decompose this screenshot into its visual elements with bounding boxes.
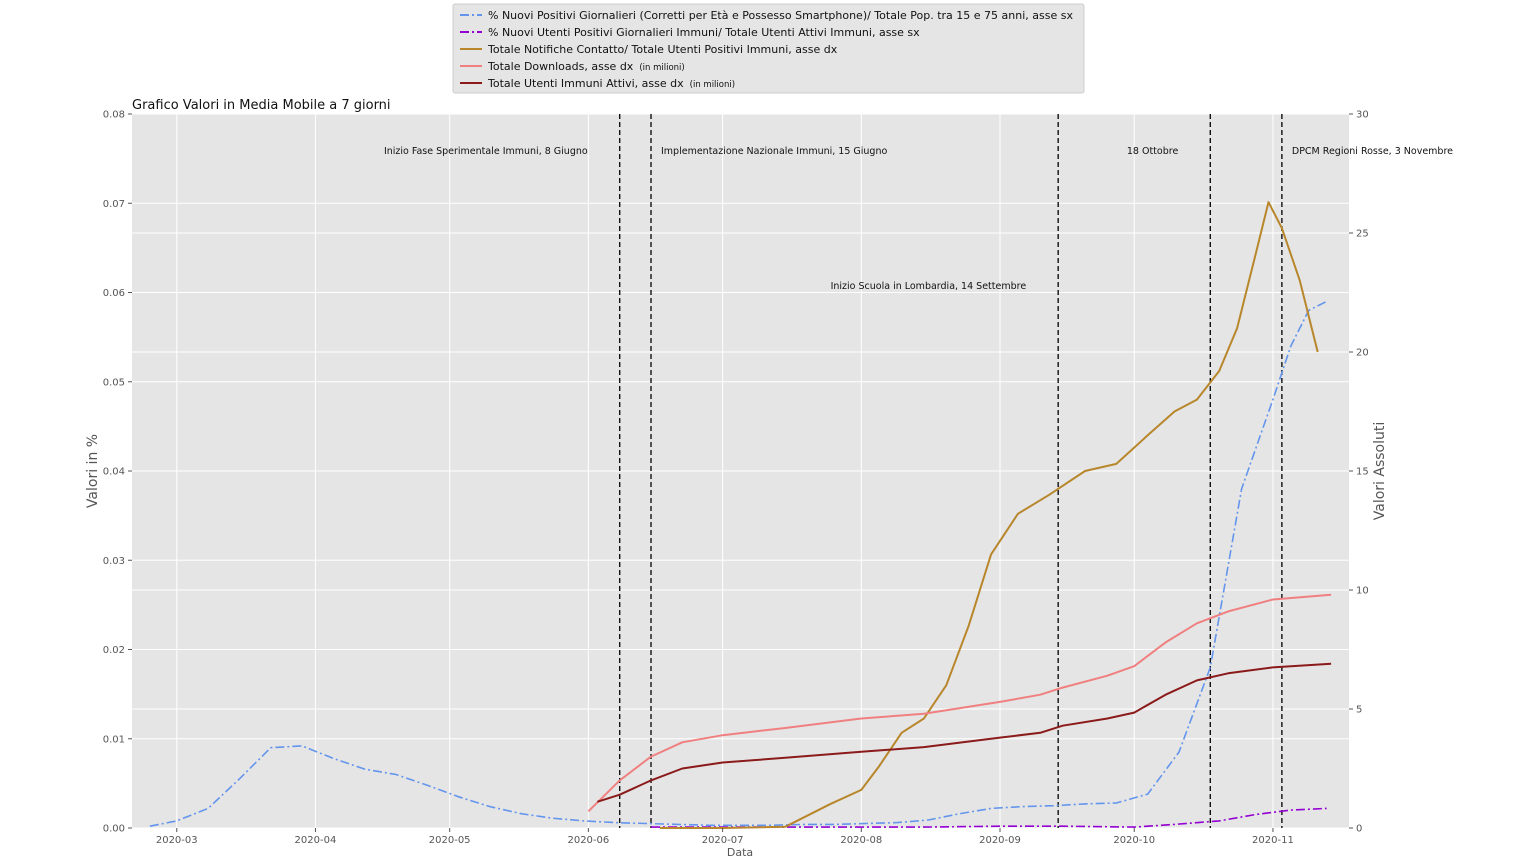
y-left-tick-label: 0.03: [103, 556, 125, 567]
legend-entry: Totale Notifiche Contatto/ Totale Utenti…: [487, 43, 838, 56]
series-line-4: [596, 662, 1332, 803]
x-tick-label: 2020-06: [567, 835, 609, 846]
y-left-tick-label: 0.06: [103, 288, 125, 299]
legend-entry: Totale Utenti Immuni Attivi, asse dx: [487, 77, 684, 90]
series-line-0: [149, 300, 1327, 827]
event-label: 18 Ottobre: [1127, 146, 1179, 157]
y-left-tick-label: 0.05: [103, 377, 125, 388]
legend-note: (in milioni): [690, 80, 735, 90]
series-line-1: [651, 807, 1327, 828]
y-left-tick-label: 0.08: [103, 110, 125, 121]
y-right-tick-label: 0: [1356, 824, 1362, 835]
x-tick-label: 2020-03: [156, 835, 198, 846]
legend-entry: % Nuovi Utenti Positivi Giornalieri Immu…: [488, 26, 920, 39]
y-right-tick-label: 10: [1356, 586, 1369, 597]
x-axis-label: Data: [727, 846, 753, 859]
x-tick-label: 2020-05: [429, 835, 471, 846]
y-right-tick-label: 5: [1356, 705, 1362, 716]
event-label: Inizio Scuola in Lombardia, 14 Settembre: [831, 281, 1027, 292]
legend: % Nuovi Positivi Giornalieri (Corretti p…: [452, 3, 1085, 94]
y-right-tick-label: 15: [1356, 467, 1369, 478]
y-axis-left: 0.00 0.01 0.02 0.03 0.04 0.05 0.06 0.07 0.08: [103, 110, 132, 835]
chart-title: Grafico Valori in Media Mobile a 7 giorn…: [132, 98, 391, 113]
y-axis-right-label: Valori Assoluti: [1372, 422, 1388, 521]
series-line-2: [660, 201, 1319, 829]
legend-note: (in milioni): [639, 63, 684, 73]
event-label: DPCM Regioni Rosse, 3 Novembre: [1292, 146, 1453, 157]
y-axis-right: 0 5 10 15 20 25 30: [1349, 110, 1369, 835]
x-axis: 2020-03 2020-04 2020-05 2020-06 2020-07 2020-…: [156, 828, 1294, 846]
series-layer: [149, 201, 1332, 829]
y-left-tick-label: 0.07: [103, 199, 125, 210]
legend-entry: Totale Downloads, asse dx: [487, 60, 634, 73]
x-tick-label: 2020-08: [840, 835, 882, 846]
y-left-tick-label: 0.02: [103, 645, 125, 656]
x-tick-label: 2020-09: [979, 835, 1021, 846]
x-tick-label: 2020-10: [1113, 835, 1155, 846]
y-left-tick-label: 0.01: [103, 734, 125, 745]
x-tick-label: 2020-11: [1252, 835, 1294, 846]
event-label: Implementazione Nazionale Immuni, 15 Giu…: [661, 146, 887, 157]
legend-entry: % Nuovi Positivi Giornalieri (Corretti p…: [488, 9, 1073, 22]
series-line-3: [587, 593, 1332, 813]
y-left-tick-label: 0.00: [103, 824, 125, 835]
y-right-tick-label: 25: [1356, 229, 1369, 240]
event-label: Inizio Fase Sperimentale Immuni, 8 Giugn…: [384, 146, 588, 157]
x-tick-label: 2020-04: [295, 835, 337, 846]
vertical-lines: Inizio Fase Sperimentale Immuni, 8 Giugn…: [384, 114, 1453, 828]
legend-box: [452, 3, 1085, 94]
y-right-tick-label: 20: [1356, 348, 1369, 359]
y-right-tick-label: 30: [1356, 110, 1369, 121]
y-left-tick-label: 0.04: [103, 467, 125, 478]
x-tick-label: 2020-07: [702, 835, 744, 846]
y-axis-left-label: Valori in %: [85, 434, 101, 508]
